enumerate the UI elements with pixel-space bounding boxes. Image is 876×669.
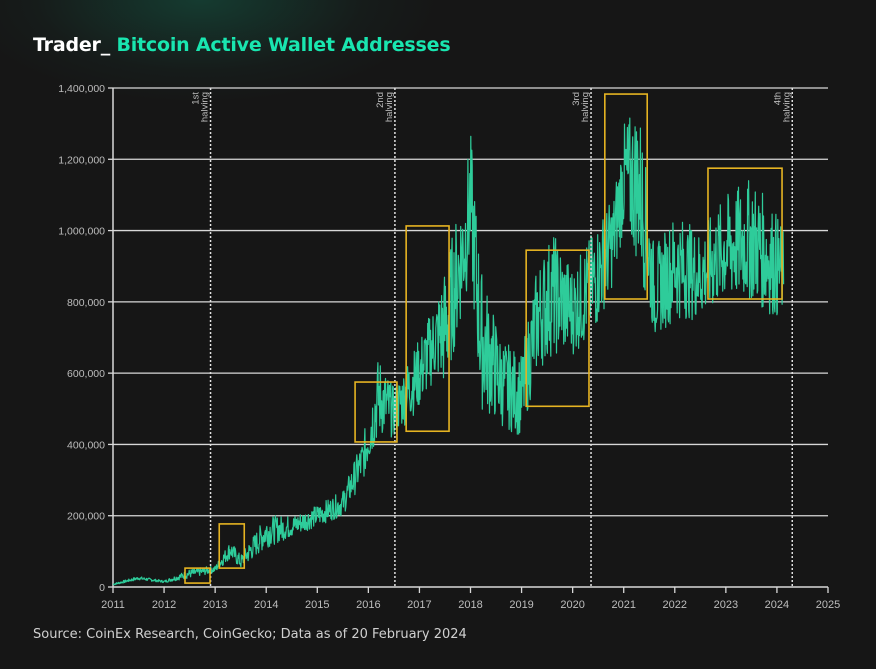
halving-label-word: halving bbox=[580, 92, 591, 122]
x-tick-label: 2017 bbox=[407, 599, 431, 611]
y-tick-label: 1,000,000 bbox=[58, 226, 105, 238]
x-tick-label: 2020 bbox=[560, 599, 584, 611]
x-tick-label: 2024 bbox=[765, 599, 789, 611]
highlight-box bbox=[354, 381, 398, 443]
x-tick-label: 2021 bbox=[611, 599, 635, 611]
y-tick-label: 600,000 bbox=[67, 368, 105, 380]
y-tick-label: 1,200,000 bbox=[58, 154, 105, 166]
halving-label-word: halving bbox=[200, 92, 211, 122]
title-text: Bitcoin Active Wallet Addresses bbox=[116, 34, 451, 56]
y-tick-label: 0 bbox=[99, 582, 105, 594]
x-tick-label: 2023 bbox=[714, 599, 738, 611]
halving-label-ordinal: 1st bbox=[191, 92, 202, 105]
x-tick-label: 2013 bbox=[203, 599, 227, 611]
x-tick-label: 2025 bbox=[816, 599, 840, 611]
brand-label: Trader_ bbox=[33, 34, 111, 56]
highlight-box bbox=[184, 567, 211, 584]
x-tick-label: 2018 bbox=[458, 599, 482, 611]
source-note: Source: CoinEx Research, CoinGecko; Data… bbox=[33, 627, 467, 642]
chart-title: Trader_ Bitcoin Active Wallet Addresses bbox=[33, 34, 451, 56]
y-tick-label: 800,000 bbox=[67, 297, 105, 309]
x-tick-label: 2015 bbox=[305, 599, 329, 611]
x-tick-label: 2014 bbox=[254, 599, 278, 611]
halving-label-word: halving bbox=[781, 92, 792, 122]
highlight-box bbox=[604, 93, 649, 300]
highlight-box bbox=[707, 167, 783, 300]
y-tick-label: 400,000 bbox=[67, 439, 105, 451]
halving-label-ordinal: 3rd bbox=[571, 92, 582, 106]
highlight-box bbox=[405, 225, 450, 433]
x-tick-label: 2019 bbox=[509, 599, 533, 611]
x-tick-label: 2016 bbox=[356, 599, 380, 611]
halving-label-ordinal: 4th bbox=[772, 92, 783, 105]
x-tick-label: 2012 bbox=[152, 599, 176, 611]
x-tick-label: 2011 bbox=[101, 599, 125, 611]
highlight-box bbox=[525, 249, 590, 408]
y-tick-label: 1,400,000 bbox=[58, 83, 105, 95]
halving-label-ordinal: 2nd bbox=[375, 92, 386, 108]
halving-label-word: halving bbox=[384, 92, 395, 122]
highlight-box bbox=[218, 523, 246, 569]
x-tick-label: 2022 bbox=[663, 599, 687, 611]
y-tick-label: 200,000 bbox=[67, 511, 105, 523]
